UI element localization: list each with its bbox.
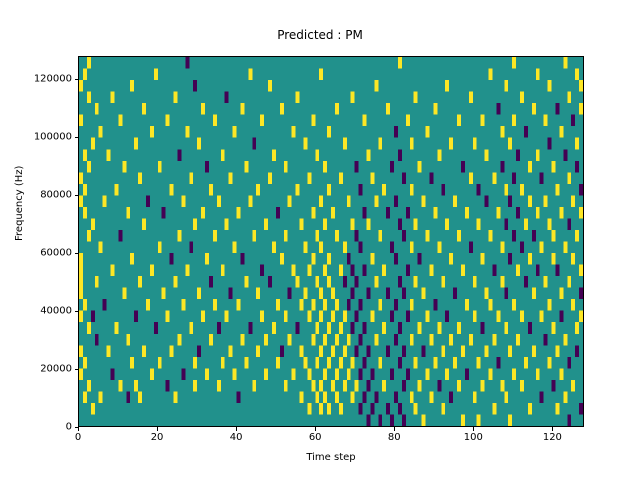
x-tick-label: 60	[308, 432, 322, 443]
y-tick-label: 60000	[40, 247, 72, 259]
x-tick-mark	[78, 427, 79, 431]
x-tick-label: 20	[150, 432, 164, 443]
heatmap-plot-area[interactable]	[78, 56, 584, 427]
x-tick-mark	[473, 427, 475, 431]
y-tick-label: 20000	[40, 363, 72, 375]
y-tick-mark	[74, 195, 78, 197]
x-axis-label: Time step	[306, 452, 356, 463]
x-tick-label: 100	[463, 432, 483, 443]
heatmap-image	[79, 57, 583, 426]
x-tick-mark	[552, 427, 554, 431]
y-tick-label: 40000	[40, 305, 72, 317]
chart-title: Predicted : PM	[277, 28, 363, 42]
x-tick-mark	[157, 427, 159, 431]
y-tick-mark	[74, 79, 78, 81]
y-tick-label: 0	[65, 421, 72, 433]
x-tick-label: 80	[387, 432, 401, 443]
y-tick-label: 120000	[33, 73, 72, 85]
y-tick-mark	[74, 427, 78, 428]
y-tick-label: 100000	[33, 131, 72, 143]
y-tick-label: 80000	[40, 189, 72, 201]
x-tick-mark	[394, 427, 396, 431]
y-axis-label: Frequency (Hz)	[14, 165, 25, 241]
y-tick-mark	[74, 137, 78, 139]
x-tick-mark	[236, 427, 238, 431]
y-tick-mark	[74, 253, 78, 255]
x-tick-label: 120	[542, 432, 562, 443]
x-tick-mark	[315, 427, 317, 431]
x-tick-label: 40	[229, 432, 243, 443]
x-tick-label: 0	[74, 432, 82, 443]
y-tick-mark	[74, 311, 78, 313]
y-tick-mark	[74, 369, 78, 371]
